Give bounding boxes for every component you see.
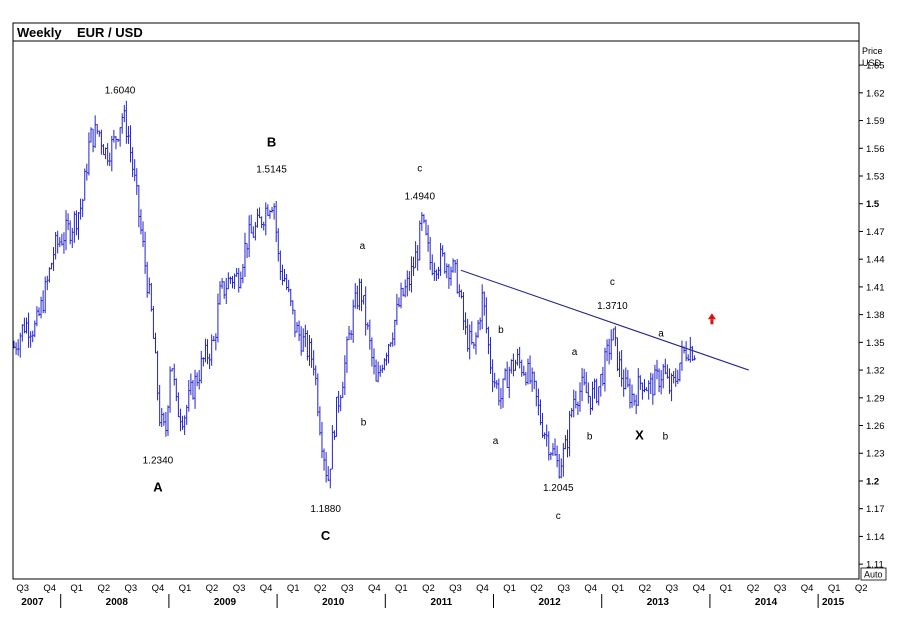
year-label: 2013 <box>647 597 670 608</box>
wave-annotation: 1.2045 <box>543 483 574 494</box>
wave-annotation: B <box>267 134 276 149</box>
price-tick-label: 1.23 <box>866 449 885 460</box>
quarter-label: Q4 <box>476 583 489 594</box>
auto-scale-button[interactable] <box>860 567 887 581</box>
price-axis-unit-price: Price <box>862 46 883 56</box>
price-tick-label: 1.38 <box>866 310 885 321</box>
year-label: 2008 <box>106 597 129 608</box>
quarter-label: Q2 <box>206 583 219 594</box>
quarter-label: Q4 <box>584 583 597 594</box>
plot-area: 1.6040 1.2340 A 1.5145 B 1.1880 C 1.4940 c a b b a 1.… <box>13 86 749 543</box>
year-label: 2011 <box>431 597 453 608</box>
price-axis-ticks: 1.65 1.62 1.59 1.56 1.53 1.5 1.47 1.44 1.41 1.38 1… <box>859 61 885 571</box>
price-tick-label: 1.53 <box>866 172 885 183</box>
price-tick-label: 1.41 <box>866 282 885 293</box>
price-tick-label: 1.2 <box>866 476 879 487</box>
quarter-label: Q1 <box>611 583 624 594</box>
quarter-label: Q1 <box>503 583 516 594</box>
quarter-label: Q4 <box>368 583 381 594</box>
wave-annotation: 1.4940 <box>404 191 435 202</box>
price-tick-label: 1.11 <box>866 560 884 571</box>
quarter-label: Q3 <box>449 583 462 594</box>
arrow-head <box>707 313 716 320</box>
quarter-label: Q4 <box>43 583 56 594</box>
price-tick-label: 1.17 <box>866 504 885 515</box>
quarter-label: Q1 <box>179 583 192 594</box>
instrument-label: EUR / USD <box>77 25 143 40</box>
wave-annotation: c <box>610 277 615 288</box>
quarter-label: Q3 <box>341 583 354 594</box>
wave-annotation: b <box>361 418 367 429</box>
price-tick-label: 1.26 <box>866 421 885 432</box>
wave-annotation: a <box>572 347 578 358</box>
price-tick-label: 1.29 <box>866 393 885 404</box>
quarter-label: Q2 <box>855 583 868 594</box>
price-tick-label: 1.44 <box>866 255 885 266</box>
wave-annotations: 1.6040 1.2340 A 1.5145 B 1.1880 C 1.4940 c a b b a 1.… <box>105 86 669 543</box>
trendline <box>460 269 749 371</box>
quarter-label: Q1 <box>395 583 408 594</box>
price-tick-label: 1.62 <box>866 88 885 99</box>
price-tick-label: 1.65 <box>866 61 885 72</box>
wave-annotation: a <box>493 436 499 447</box>
wave-annotation: 1.1880 <box>310 504 341 515</box>
wave-annotation: 1.2340 <box>143 456 174 467</box>
wave-annotation: b <box>587 431 593 442</box>
wave-annotation: X <box>635 427 644 442</box>
price-tick-label: 1.56 <box>866 144 885 155</box>
year-label: 2012 <box>538 597 561 608</box>
wave-annotation: C <box>321 528 331 543</box>
price-bars <box>13 100 697 489</box>
wave-annotation: 1.5145 <box>256 164 287 175</box>
quarter-label: Q4 <box>693 583 706 594</box>
quarter-label: Q3 <box>774 583 787 594</box>
price-tick-label: 1.35 <box>866 338 885 349</box>
price-tick-label: 1.59 <box>866 116 885 127</box>
quarter-label: Q3 <box>16 583 29 594</box>
price-tick-label: 1.47 <box>866 227 885 238</box>
quarter-label: Q4 <box>152 583 165 594</box>
quarter-label: Q2 <box>422 583 435 594</box>
wave-annotation: b <box>663 431 669 442</box>
quarter-label: Q3 <box>125 583 138 594</box>
wave-annotation: b <box>498 325 504 336</box>
price-tick-label: 1.32 <box>866 366 885 377</box>
up-arrow-icon <box>707 313 716 325</box>
quarter-label: Q1 <box>720 583 733 594</box>
quarter-label: Q4 <box>801 583 814 594</box>
quarter-label: Q4 <box>260 583 273 594</box>
wave-annotation: a <box>658 328 664 339</box>
wave-annotation: a <box>360 241 366 252</box>
wave-annotation: 1.3710 <box>597 301 628 312</box>
quarter-label: Q2 <box>314 583 327 594</box>
time-axis-ticks: Q3 Q4 Q1 Q2 Q3 Q4 Q1 Q2 Q3 Q4 Q1 Q2 Q3 Q4 Q1 Q2 Q3 Q4 Q1 Q2… <box>16 583 868 608</box>
quarter-label: Q2 <box>97 583 110 594</box>
quarter-label: Q1 <box>70 583 83 594</box>
timeframe-label: Weekly <box>17 25 62 40</box>
year-label: 2010 <box>322 597 345 608</box>
quarter-label: Q2 <box>530 583 543 594</box>
price-tick-label: 1.5 <box>866 199 880 210</box>
wave-annotation: c <box>556 511 561 522</box>
quarter-label: Q3 <box>233 583 246 594</box>
year-label: 2014 <box>755 597 778 608</box>
arrow-shaft <box>710 319 714 325</box>
quarter-label: Q3 <box>557 583 570 594</box>
auto-scale-label: Auto <box>864 570 883 580</box>
quarter-label: Q2 <box>747 583 760 594</box>
year-label: 2007 <box>21 597 44 608</box>
year-label: 2015 <box>822 597 845 608</box>
wave-annotation: c <box>417 163 422 174</box>
quarter-label: Q3 <box>666 583 679 594</box>
quarter-label: Q1 <box>828 583 841 594</box>
wave-annotation: 1.6040 <box>105 86 136 97</box>
wave-annotation: A <box>153 480 163 495</box>
quarter-label: Q2 <box>638 583 651 594</box>
price-axis-unit-usd: USD <box>862 58 882 68</box>
quarter-label: Q1 <box>287 583 300 594</box>
price-tick-label: 1.14 <box>866 532 885 543</box>
year-label: 2009 <box>214 597 237 608</box>
